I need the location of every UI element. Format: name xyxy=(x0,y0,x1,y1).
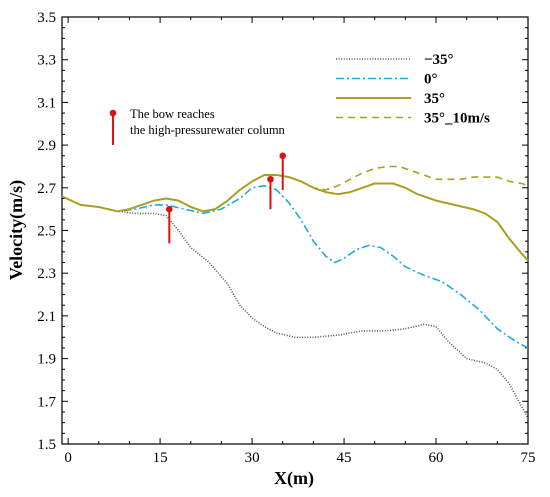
legend-label: 0° xyxy=(424,72,438,88)
y-tick-label: 3.1 xyxy=(37,95,56,111)
legend-label: 35° xyxy=(424,91,445,107)
y-tick-label: 3.3 xyxy=(37,53,56,69)
series-line-2 xyxy=(61,184,529,349)
legend-label: 35°_10m/s xyxy=(424,111,490,127)
annotation-line-2: the high-pressurewater column xyxy=(130,123,286,137)
series-line-4 xyxy=(288,165,529,191)
annotation: The bow reaches the high-pressurewater c… xyxy=(109,107,286,145)
bow-marker-head xyxy=(166,205,173,213)
annotation-marker-head xyxy=(109,109,117,117)
y-tick-label: 2.5 xyxy=(37,224,56,240)
legend: −35° 0° 35° 35°_10m/s xyxy=(336,52,490,127)
series-line-3 xyxy=(61,174,529,262)
y-tick-label: 2.3 xyxy=(37,266,56,282)
x-tick-label: 30 xyxy=(245,450,260,466)
bow-marker-head xyxy=(267,175,274,183)
series-line-1 xyxy=(61,195,529,419)
y-tick-label: 2.7 xyxy=(37,181,56,197)
plot-frame xyxy=(61,16,529,445)
bow-markers xyxy=(166,152,287,244)
x-axis-ticks: 0 15 30 45 60 75 xyxy=(64,17,536,466)
x-tick-label: 75 xyxy=(521,450,536,466)
series-lines xyxy=(61,165,529,419)
bow-marker-head xyxy=(279,152,287,160)
y-tick-label: 3.5 xyxy=(37,10,56,26)
y-tick-label: 1.7 xyxy=(37,394,56,410)
x-tick-label: 60 xyxy=(429,450,444,466)
x-axis-title: X(m) xyxy=(274,468,314,489)
y-axis-ticks: 1.5 1.7 1.9 2.1 2.3 2.5 2.7 2.9 3.1 3.3 3.5 xyxy=(37,10,528,453)
x-tick-label: 0 xyxy=(64,450,72,466)
y-tick-label: 2.9 xyxy=(37,138,56,154)
annotation-line-1: The bow reaches xyxy=(130,107,215,121)
y-tick-label: 1.9 xyxy=(37,352,56,368)
x-tick-label: 15 xyxy=(153,450,168,466)
y-axis-title: Velocity(m/s) xyxy=(6,180,27,280)
x-tick-label: 45 xyxy=(337,450,352,466)
y-tick-label: 1.5 xyxy=(37,437,56,453)
legend-label: −35° xyxy=(424,52,454,68)
y-tick-label: 2.1 xyxy=(37,309,56,325)
